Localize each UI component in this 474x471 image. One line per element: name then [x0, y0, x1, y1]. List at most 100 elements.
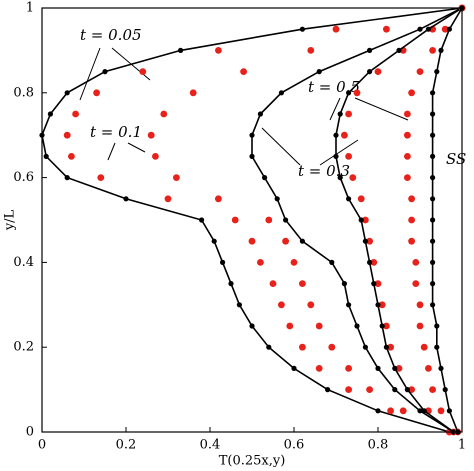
data-point: [173, 174, 180, 182]
data-point: [346, 90, 352, 96]
data-point: [430, 196, 436, 202]
data-point: [392, 387, 398, 393]
data-point: [367, 259, 373, 265]
data-point: [430, 175, 436, 181]
data-point: [307, 301, 315, 309]
data-point: [375, 365, 381, 371]
data-point: [429, 386, 436, 393]
data-point: [249, 153, 255, 159]
data-point: [269, 280, 277, 287]
data-point: [421, 408, 427, 414]
data-point: [395, 365, 403, 372]
data-point: [387, 343, 394, 351]
data-point: [346, 302, 352, 308]
data-point: [64, 175, 70, 181]
data-point: [215, 195, 222, 203]
data-point: [430, 153, 436, 159]
data-point: [383, 25, 390, 33]
data-point: [199, 217, 205, 223]
data-point: [291, 365, 297, 371]
arrow: [79, 47, 101, 101]
data-point: [228, 281, 234, 287]
data-point: [425, 26, 431, 32]
y-tick-label: 0.8: [13, 85, 34, 100]
data-point: [408, 386, 415, 393]
data-point: [446, 408, 452, 414]
data-point: [358, 217, 364, 223]
data-point: [437, 407, 445, 415]
data-point: [370, 259, 378, 266]
data-point: [434, 323, 440, 329]
data-point: [408, 89, 415, 97]
data-point: [274, 196, 280, 202]
data-point: [240, 68, 248, 75]
data-point: [325, 387, 331, 393]
data-point: [429, 47, 436, 54]
plot-frame: [41, 7, 463, 433]
arrow: [329, 97, 341, 121]
annotation: t = 0.1: [90, 123, 142, 141]
x-tick-label: 0.2: [116, 438, 137, 453]
x-tick-label: 0.8: [368, 438, 389, 453]
data-point: [316, 69, 322, 75]
data-point: [278, 301, 285, 309]
data-point: [371, 281, 377, 287]
data-point: [399, 407, 407, 415]
data-point: [430, 90, 436, 96]
data-point: [123, 196, 129, 202]
data-point: [367, 69, 373, 75]
data-point: [299, 26, 305, 32]
data-point: [249, 132, 255, 138]
data-point: [265, 216, 273, 224]
arrow: [319, 139, 359, 166]
data-point: [430, 259, 436, 265]
data-point: [375, 408, 381, 414]
data-point: [307, 47, 315, 54]
data-point: [417, 408, 423, 414]
annotation: t = 0.5: [308, 78, 360, 96]
data-point: [97, 174, 105, 182]
data-point: [231, 216, 239, 224]
x-tick-label: 0.6: [284, 438, 305, 453]
data-point: [430, 132, 436, 138]
data-point: [332, 25, 340, 33]
data-point: [102, 69, 108, 75]
data-point: [345, 386, 352, 393]
arrow: [127, 142, 146, 153]
arrow: [107, 142, 116, 161]
data-point: [441, 25, 449, 33]
arrow: [354, 97, 409, 121]
y-tick-label: 0.4: [13, 255, 34, 270]
data-point: [282, 237, 289, 245]
data-point: [362, 216, 369, 224]
x-axis-label: T(0.25x,y): [219, 454, 286, 469]
data-point: [93, 89, 100, 97]
data-point: [211, 238, 217, 244]
data-point: [299, 343, 306, 351]
data-point: [404, 174, 411, 182]
data-point: [257, 259, 264, 266]
data-point: [68, 153, 75, 160]
x-tick-label: 0: [38, 438, 46, 453]
data-point: [315, 322, 323, 330]
data-point: [47, 111, 54, 117]
data-point: [249, 323, 255, 329]
data-point: [430, 302, 436, 308]
data-point: [333, 132, 339, 138]
data-point: [257, 111, 263, 117]
data-point: [215, 47, 222, 54]
data-point: [357, 195, 365, 203]
data-point: [329, 259, 335, 265]
arrow: [261, 127, 301, 166]
data-point: [189, 89, 197, 97]
data-point: [353, 89, 361, 97]
data-point: [266, 344, 272, 350]
data-point: [425, 365, 432, 372]
data-point: [345, 153, 352, 160]
data-point: [416, 68, 424, 75]
data-point: [262, 175, 268, 181]
data-point: [278, 90, 284, 96]
data-point: [337, 175, 343, 181]
data-point: [349, 174, 357, 182]
data-point: [420, 343, 428, 351]
